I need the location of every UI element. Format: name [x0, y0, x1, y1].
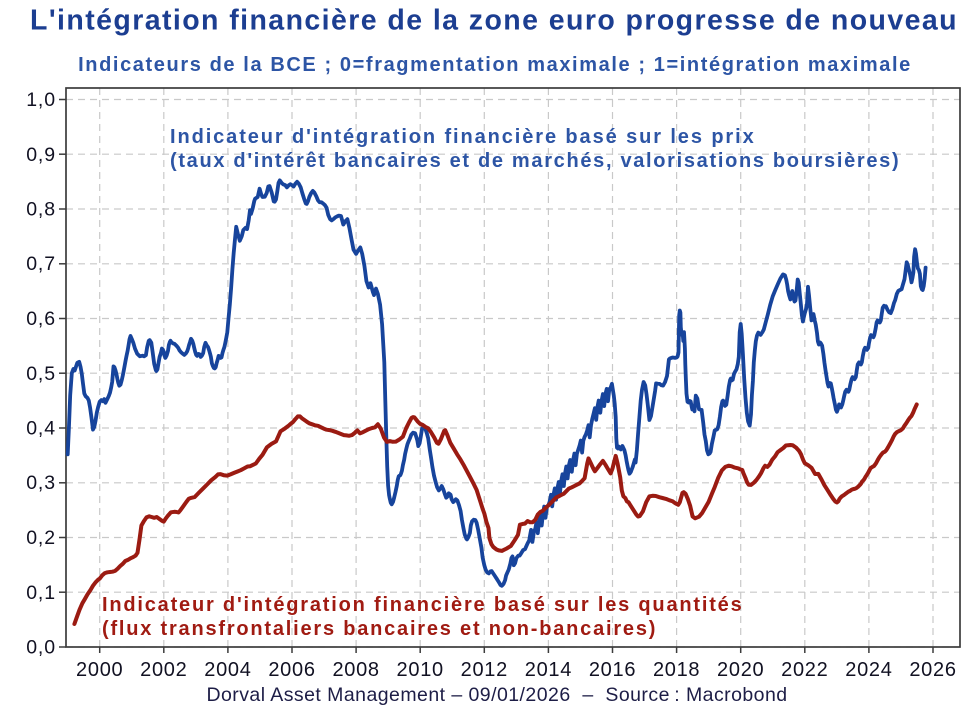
svg-text:0,7: 0,7: [26, 253, 56, 275]
svg-text:2020: 2020: [717, 659, 764, 681]
svg-text:2012: 2012: [461, 659, 508, 681]
svg-text:Indicateur d'intégration finan: Indicateur d'intégration financière basé…: [102, 594, 744, 616]
svg-text:2024: 2024: [845, 659, 892, 681]
svg-text:L'intégration financière de la: L'intégration financière de la zone euro…: [30, 5, 958, 37]
svg-text:Indicateurs de la BCE ; 0=frag: Indicateurs de la BCE ; 0=fragmentation …: [78, 54, 912, 76]
svg-text:2016: 2016: [589, 659, 636, 681]
svg-text:Indicateur d'intégration finan: Indicateur d'intégration financière basé…: [170, 126, 756, 148]
svg-text:(flux transfrontaliers bancair: (flux transfrontaliers bancaires et non-…: [102, 618, 657, 640]
svg-text:Dorval Asset Management – 09/0: Dorval Asset Management – 09/01/2026 – S…: [206, 684, 787, 706]
svg-text:0,9: 0,9: [26, 144, 56, 166]
svg-text:2006: 2006: [268, 659, 315, 681]
svg-text:2002: 2002: [140, 659, 187, 681]
svg-text:2022: 2022: [781, 659, 828, 681]
svg-text:0,6: 0,6: [26, 308, 56, 330]
svg-text:2010: 2010: [397, 659, 444, 681]
svg-text:0,4: 0,4: [26, 418, 56, 440]
svg-text:2018: 2018: [653, 659, 700, 681]
svg-text:0,5: 0,5: [26, 363, 56, 385]
svg-text:1,0: 1,0: [26, 89, 56, 111]
svg-text:2004: 2004: [204, 659, 251, 681]
svg-text:2000: 2000: [76, 659, 123, 681]
svg-text:0,3: 0,3: [26, 472, 56, 494]
svg-text:0,2: 0,2: [26, 527, 56, 549]
svg-text:0,8: 0,8: [26, 199, 56, 221]
svg-text:0,1: 0,1: [26, 582, 56, 604]
svg-text:2026: 2026: [909, 659, 956, 681]
svg-text:(taux d'intérêt bancaires et d: (taux d'intérêt bancaires et de marchés,…: [170, 150, 900, 172]
svg-text:2014: 2014: [525, 659, 572, 681]
svg-text:0,0: 0,0: [26, 637, 56, 659]
svg-text:2008: 2008: [332, 659, 379, 681]
